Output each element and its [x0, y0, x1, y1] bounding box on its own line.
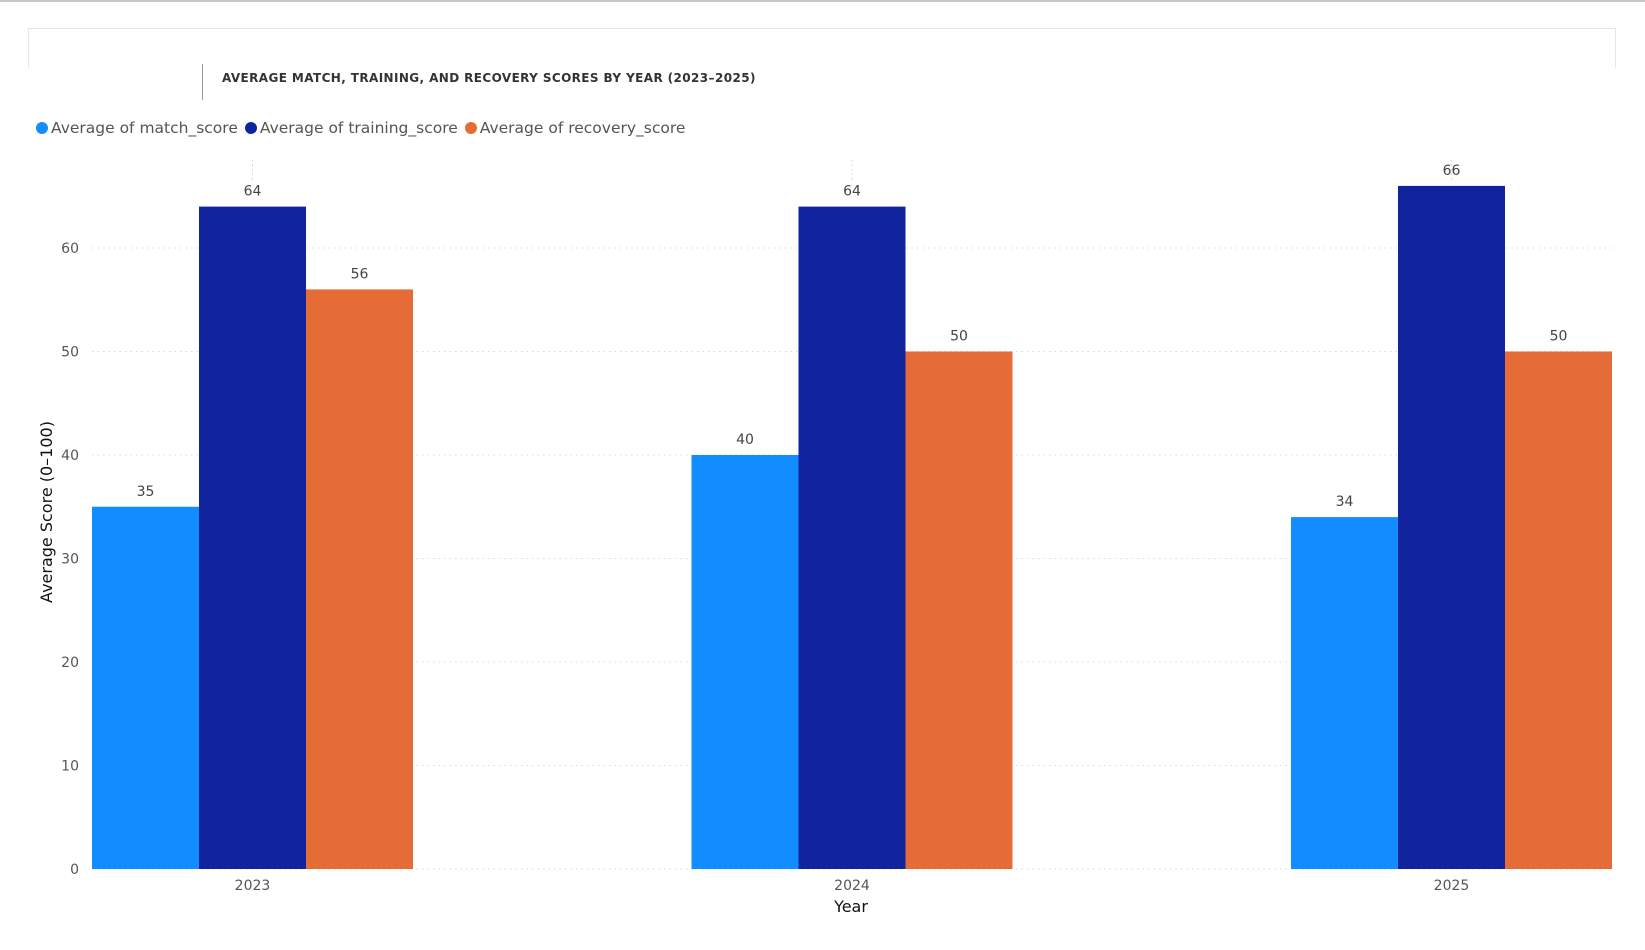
data-label: 40	[736, 432, 754, 448]
window-top-border	[0, 0, 1645, 2]
y-tick-label: 60	[61, 241, 79, 257]
data-label: 66	[1443, 163, 1461, 179]
data-label: 35	[137, 484, 155, 500]
legend-label: Average of recovery_score	[479, 119, 686, 137]
legend-label: Average of training_score	[259, 119, 458, 137]
x-tick-label: 2023	[235, 878, 271, 894]
bar-recovery-score-2023[interactable]	[306, 289, 413, 869]
data-label: 64	[244, 184, 262, 200]
legend-item-match[interactable]: Average of match_score	[36, 119, 238, 137]
x-axis-ticks: 2023 2024 2025	[235, 878, 1470, 894]
visual-container	[28, 28, 1616, 68]
y-tick-label: 20	[61, 655, 79, 671]
y-axis-ticks: 0 10 20 30 40 50 60	[61, 241, 79, 878]
chart-title: AVERAGE MATCH, TRAINING, AND RECOVERY SC…	[222, 71, 756, 85]
y-tick-label: 0	[70, 862, 79, 878]
legend-dot-icon	[464, 122, 477, 134]
bar-training-score-2023[interactable]	[199, 206, 306, 870]
bar-training-score-2024[interactable]	[798, 206, 906, 870]
data-label: 50	[1550, 329, 1568, 345]
bar-recovery-score-2025[interactable]	[1505, 351, 1612, 870]
data-label: 56	[351, 266, 369, 282]
x-axis-title: Year	[833, 897, 868, 916]
title-divider	[202, 64, 203, 100]
y-tick-label: 30	[61, 552, 79, 568]
data-label: 34	[1336, 494, 1354, 510]
bar-training-score-2025[interactable]	[1398, 185, 1505, 869]
x-tick-label: 2025	[1434, 878, 1470, 894]
y-axis-title: Average Score (0–100)	[37, 421, 56, 603]
y-tick-label: 50	[61, 345, 79, 361]
data-label: 64	[843, 184, 861, 200]
y-tick-label: 40	[61, 448, 79, 464]
data-labels: 35 64 56 40 64 50 34 66 50	[137, 163, 1568, 510]
legend-item-recovery[interactable]: Average of recovery_score	[464, 119, 686, 137]
chart-legend: Average of match_score Average of traini…	[36, 119, 692, 137]
legend-dot-icon	[244, 122, 257, 134]
bar-match-score-2023[interactable]	[92, 506, 199, 869]
legend-item-training[interactable]: Average of training_score	[244, 119, 458, 137]
legend-label: Average of match_score	[51, 119, 238, 137]
data-label: 50	[950, 329, 968, 345]
y-tick-label: 10	[61, 759, 79, 775]
bar-recovery-score-2024[interactable]	[905, 351, 1013, 870]
bar-match-score-2024[interactable]	[691, 455, 799, 869]
bars	[92, 185, 1612, 870]
bar-match-score-2025[interactable]	[1291, 517, 1398, 869]
legend-dot-icon	[36, 122, 48, 134]
x-tick-label: 2024	[834, 878, 870, 894]
